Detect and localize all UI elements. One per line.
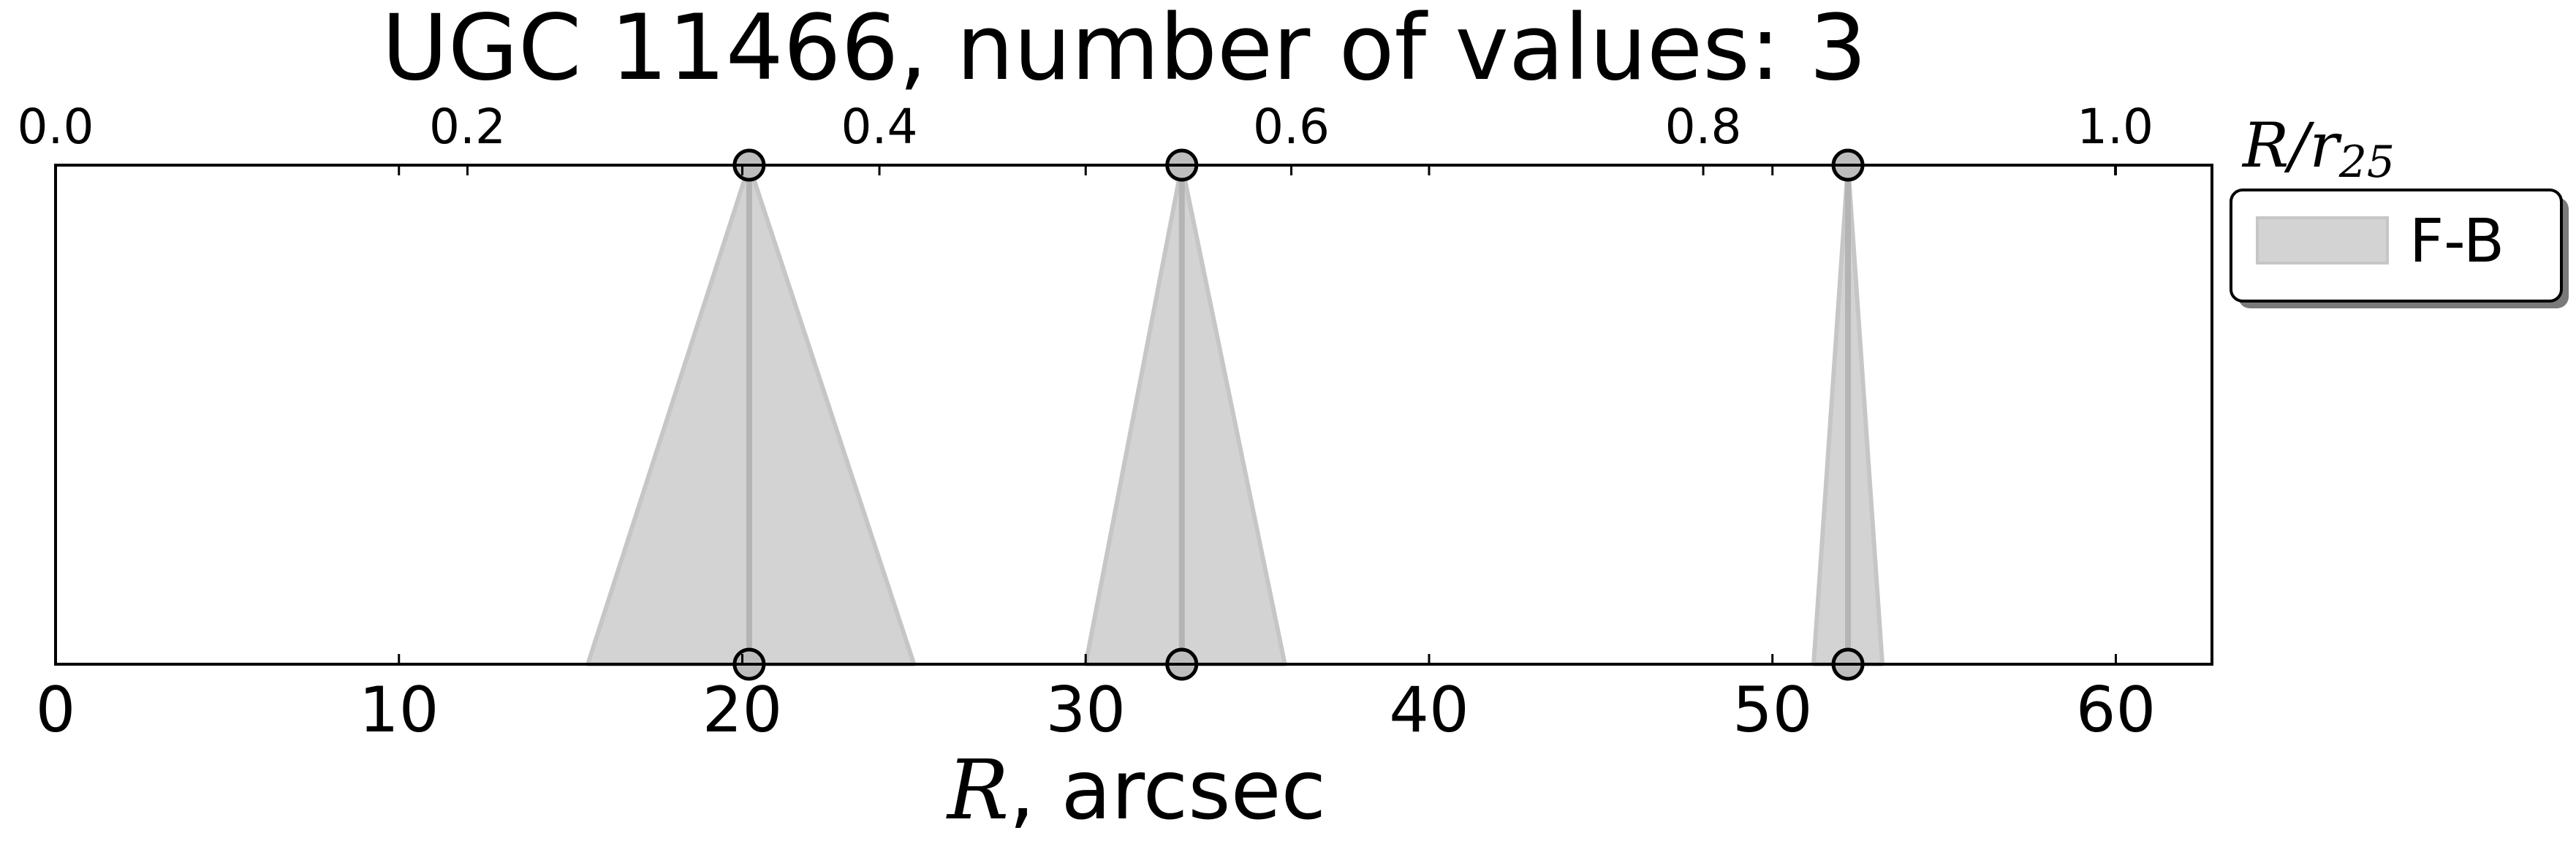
x-axis-label: R, arcsec <box>946 743 1326 838</box>
legend-swatch-f-b <box>2256 216 2389 265</box>
ticks-layer: 0 10 20 30 40 50 60 0.0 0.2 0.4 0.6 0.8 1.0 <box>18 99 2156 747</box>
bottom-tick-label: 50 <box>1732 674 1812 747</box>
x-axis-label-var: R <box>946 743 1009 838</box>
bottom-tick-label: 20 <box>702 674 782 747</box>
top-tick-label: 1.0 <box>2077 99 2153 155</box>
bottom-tick-label: 30 <box>1046 674 1126 747</box>
bottom-tick-label: 60 <box>2076 674 2156 747</box>
bottom-tick-label: 10 <box>359 674 439 747</box>
top-axis-label: R/r25 <box>2241 110 2395 188</box>
top-tick-label: 0.6 <box>1253 99 1330 155</box>
top-tick-label: 0.2 <box>429 99 506 155</box>
data-layer <box>586 148 1885 681</box>
triangle-1 <box>1083 163 1287 666</box>
plot-frame <box>54 164 2213 666</box>
legend: F-B <box>2230 189 2569 308</box>
top-axis-label-sub: 25 <box>2338 137 2395 188</box>
top-axis-label-var: R/r <box>2241 110 2343 181</box>
x-axis-label-unit: , arcsec <box>1009 743 1326 838</box>
top-tick-label: 0.4 <box>841 99 918 155</box>
bottom-tick-label: 40 <box>1389 674 1469 747</box>
bottom-tick-label: 0 <box>36 674 76 747</box>
chart-title: UGC 11466, number of values: 3 <box>382 0 1867 101</box>
top-tick-label: 0.8 <box>1665 99 1742 155</box>
legend-label-f-b: F-B <box>2409 207 2504 276</box>
top-tick-label: 0.0 <box>18 99 94 155</box>
